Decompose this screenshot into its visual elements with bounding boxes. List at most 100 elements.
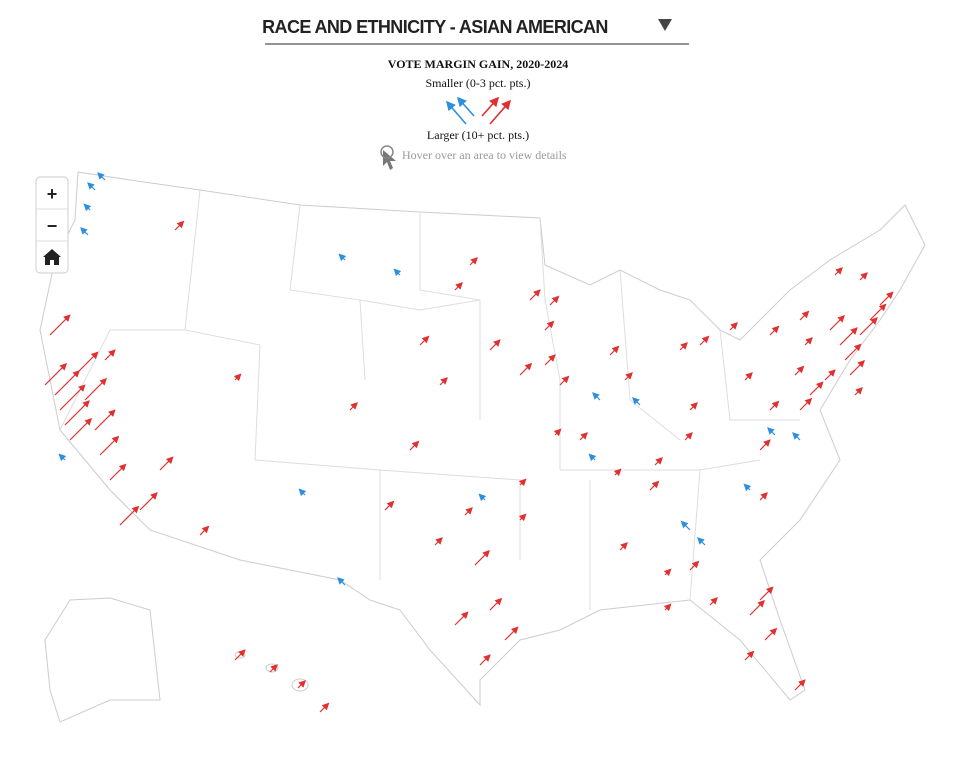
county-arrow[interactable]: [139, 492, 158, 511]
dropdown-caret[interactable]: [658, 19, 672, 31]
county-arrow[interactable]: [689, 402, 698, 411]
county-arrow[interactable]: [834, 267, 843, 276]
county-arrow[interactable]: [74, 351, 99, 376]
county-arrow[interactable]: [744, 650, 755, 661]
county-arrow[interactable]: [393, 268, 402, 277]
county-arrow[interactable]: [464, 507, 473, 516]
us-outline[interactable]: [39, 171, 926, 707]
county-arrow[interactable]: [854, 387, 863, 396]
county-arrow[interactable]: [839, 327, 858, 346]
county-arrow[interactable]: [199, 525, 210, 536]
county-arrow[interactable]: [769, 325, 780, 336]
zoom-out[interactable]: −: [47, 216, 58, 236]
county-arrow[interactable]: [689, 560, 700, 571]
county-arrow[interactable]: [624, 372, 633, 381]
county-arrow[interactable]: [419, 335, 430, 346]
county-arrow[interactable]: [663, 603, 672, 612]
county-arrow[interactable]: [809, 381, 824, 396]
county-arrow[interactable]: [804, 337, 813, 346]
county-arrow[interactable]: [544, 320, 555, 331]
zoom-home[interactable]: [43, 249, 61, 265]
county-arrow[interactable]: [824, 369, 836, 381]
county-arrow[interactable]: [680, 520, 691, 531]
zoom-in[interactable]: +: [47, 184, 58, 204]
county-arrow[interactable]: [159, 456, 174, 471]
county-arrow[interactable]: [592, 392, 601, 401]
county-arrow[interactable]: [613, 468, 622, 477]
county-arrow[interactable]: [764, 627, 778, 641]
county-arrow[interactable]: [684, 432, 693, 441]
county-arrow[interactable]: [454, 611, 469, 626]
county-arrow[interactable]: [104, 349, 116, 361]
hawaii[interactable]: [291, 678, 309, 692]
county-arrow[interactable]: [99, 435, 120, 456]
county-arrow[interactable]: [337, 577, 346, 586]
county-arrow[interactable]: [759, 586, 774, 601]
county-arrow[interactable]: [699, 335, 710, 346]
county-arrow[interactable]: [679, 342, 688, 351]
county-arrow[interactable]: [298, 488, 307, 497]
county-arrow[interactable]: [109, 463, 127, 481]
county-arrow[interactable]: [519, 362, 533, 376]
county-arrow[interactable]: [269, 664, 278, 673]
county-arrow[interactable]: [489, 339, 501, 351]
county-arrow[interactable]: [434, 537, 443, 546]
alaska[interactable]: [44, 597, 161, 723]
county-arrow[interactable]: [859, 317, 878, 336]
county-arrow[interactable]: [609, 345, 620, 356]
dropdown-label[interactable]: RACE AND ETHNICITY - ASIAN AMERICAN: [262, 17, 608, 37]
county-arrow[interactable]: [69, 417, 93, 441]
county-arrow[interactable]: [759, 439, 771, 451]
county-arrow[interactable]: [518, 478, 527, 487]
county-arrow[interactable]: [579, 432, 588, 441]
county-arrow[interactable]: [743, 483, 752, 492]
county-arrow[interactable]: [87, 182, 96, 191]
county-arrow[interactable]: [649, 480, 660, 491]
county-arrow[interactable]: [297, 680, 306, 689]
dropdown[interactable]: RACE AND ETHNICITY - ASIAN AMERICAN: [262, 17, 689, 45]
county-arrow[interactable]: [588, 453, 597, 462]
county-arrow[interactable]: [744, 372, 753, 381]
county-arrow[interactable]: [859, 272, 868, 281]
county-arrow[interactable]: [829, 315, 845, 331]
county-arrow[interactable]: [709, 597, 718, 606]
county-arrow[interactable]: [384, 500, 395, 511]
county-arrow[interactable]: [769, 400, 780, 411]
county-arrow[interactable]: [529, 289, 541, 301]
county-arrow[interactable]: [84, 377, 108, 401]
county-arrow[interactable]: [799, 397, 813, 411]
county-arrow[interactable]: [504, 626, 519, 641]
county-arrow[interactable]: [794, 365, 805, 376]
county-arrow[interactable]: [80, 227, 89, 236]
county-arrow[interactable]: [619, 542, 628, 551]
county-arrow[interactable]: [749, 600, 765, 616]
county-arrow[interactable]: [553, 428, 562, 437]
county-arrow[interactable]: [59, 384, 86, 411]
county-arrow[interactable]: [632, 397, 641, 406]
county-arrow[interactable]: [64, 400, 90, 426]
county-arrow[interactable]: [349, 402, 358, 411]
county-arrow[interactable]: [697, 537, 706, 546]
county-arrow[interactable]: [559, 375, 570, 386]
county-arrow[interactable]: [549, 295, 560, 306]
county-arrow[interactable]: [799, 310, 810, 321]
county-arrow[interactable]: [479, 654, 491, 666]
county-arrow[interactable]: [663, 568, 672, 577]
county-arrow[interactable]: [409, 440, 420, 451]
county-arrow[interactable]: [454, 282, 463, 291]
county-arrow[interactable]: [49, 314, 71, 336]
county-arrow[interactable]: [174, 220, 185, 231]
county-arrow[interactable]: [338, 253, 347, 262]
county-arrow[interactable]: [478, 493, 487, 502]
county-arrow[interactable]: [233, 373, 242, 382]
county-arrow[interactable]: [518, 513, 527, 522]
county-arrow[interactable]: [879, 291, 894, 306]
county-arrow[interactable]: [319, 702, 330, 713]
county-arrow[interactable]: [869, 303, 887, 321]
county-arrow[interactable]: [474, 550, 490, 566]
county-arrow[interactable]: [544, 354, 556, 366]
county-arrow[interactable]: [729, 322, 738, 331]
county-arrow[interactable]: [759, 492, 768, 501]
county-arrow[interactable]: [767, 427, 776, 436]
county-arrow[interactable]: [97, 172, 106, 181]
